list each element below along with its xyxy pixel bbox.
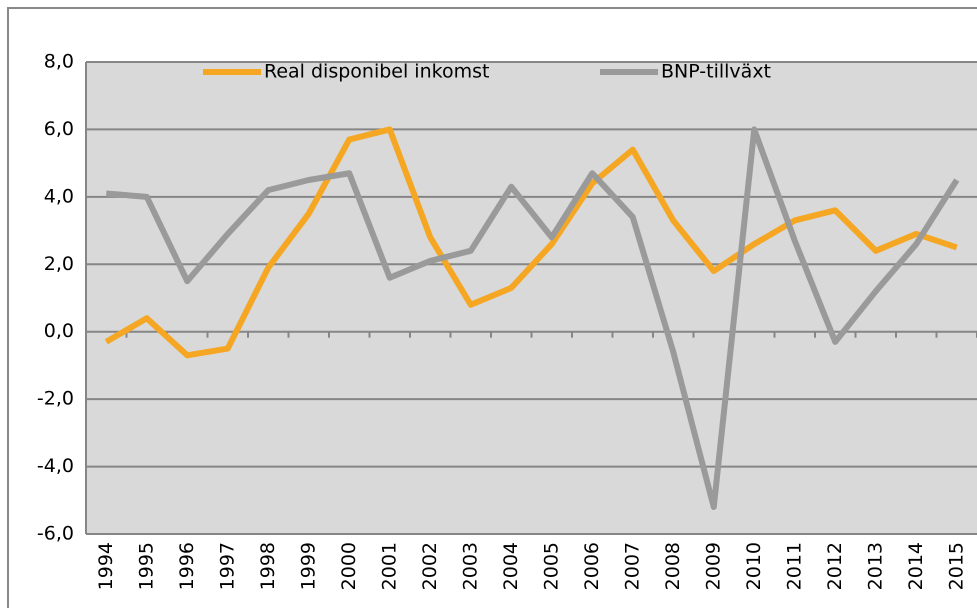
- y-tick-label: 0,0: [44, 320, 74, 342]
- y-tick-label: 8,0: [44, 51, 74, 73]
- x-tick-label: 1994: [95, 542, 117, 590]
- series-line: [106, 126, 960, 511]
- x-tick-label: 2002: [419, 542, 441, 590]
- y-tick-label: 2,0: [44, 253, 74, 275]
- legend-label: Real disponibel inkomst: [264, 61, 489, 83]
- x-tick-label: 2013: [864, 542, 886, 590]
- x-tick-label: 2005: [540, 542, 562, 590]
- x-tick-label: 2000: [338, 542, 360, 590]
- x-tick-label: 1998: [257, 542, 279, 590]
- x-tick-label: 2001: [378, 542, 400, 590]
- series-line: [104, 126, 958, 359]
- x-tick-label: 1999: [297, 542, 319, 590]
- y-tick-label: 4,0: [44, 185, 74, 207]
- x-tick-label: 2008: [662, 542, 684, 590]
- x-tick-label: 2012: [824, 542, 846, 590]
- y-tick-label: -2,0: [37, 388, 74, 410]
- x-tick-label: 1997: [216, 542, 238, 590]
- x-tick-label: 2007: [621, 542, 643, 590]
- x-tick-label: 2014: [905, 542, 927, 590]
- y-tick-label: 6,0: [44, 118, 74, 140]
- y-tick-label: -4,0: [37, 455, 74, 477]
- x-tick-label: 1996: [176, 542, 198, 590]
- x-tick-label: 2010: [743, 542, 765, 590]
- y-tick-label: -6,0: [37, 523, 74, 545]
- plot-area: [86, 62, 977, 534]
- x-tick-label: 2011: [783, 542, 805, 590]
- x-tick-label: 2015: [945, 542, 967, 590]
- x-tick-label: 2009: [702, 542, 724, 590]
- x-tick-label: 2006: [581, 542, 603, 590]
- x-tick-label: 2004: [500, 542, 522, 590]
- legend-label: BNP-tillväxt: [661, 61, 771, 83]
- x-tick-label: 1995: [135, 542, 157, 590]
- x-tick-label: 2003: [459, 542, 481, 590]
